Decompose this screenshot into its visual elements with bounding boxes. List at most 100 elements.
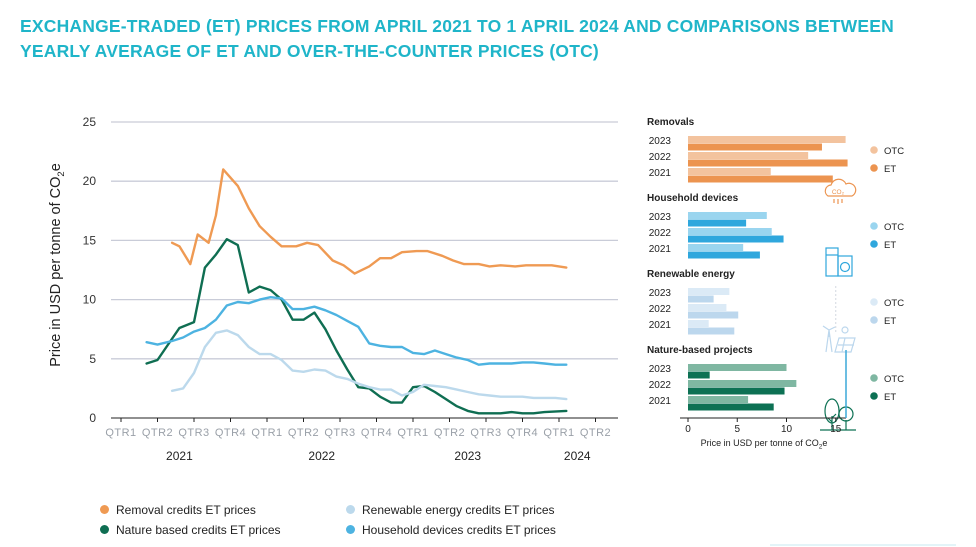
bar-legend-swatch [870, 222, 878, 230]
bar-legend-otc: OTC [884, 374, 904, 385]
et-bar [688, 175, 833, 183]
otc-bar [688, 320, 709, 327]
bar-year-label: 2022 [649, 380, 672, 391]
series-line-0 [170, 168, 568, 275]
trees-icon [820, 398, 856, 431]
otc-bar [688, 380, 797, 387]
bar-year-label: 2021 [649, 168, 672, 179]
bar-legend-swatch [870, 164, 878, 172]
bar-year-label: 2023 [649, 136, 672, 147]
x-quarter-label: QTR3 [324, 427, 355, 439]
bar-legend-swatch [870, 240, 878, 248]
bar-year-label: 2022 [649, 304, 672, 315]
x-year-label: 2023 [454, 449, 481, 463]
et-bar [688, 387, 785, 395]
x-quarter-label: QTR2 [288, 427, 319, 439]
x-year-label: 2021 [166, 449, 193, 463]
co2-cloud-icon: CO₂ [824, 178, 857, 204]
bar-year-label: 2022 [649, 228, 672, 239]
chart-title: EXCHANGE-TRADED (ET) PRICES FROM APRIL 2… [20, 16, 894, 61]
otc-bar [688, 152, 809, 159]
et-bar [688, 251, 760, 259]
otc-bar [688, 364, 787, 371]
x-quarter-label: QTR2 [580, 427, 611, 439]
otc-bar [688, 288, 730, 295]
et-bar [688, 159, 848, 167]
x-quarter-label: QTR1 [543, 427, 574, 439]
x-quarter-label: QTR1 [251, 427, 282, 439]
washing-machine-icon [825, 247, 853, 277]
otc-bar [688, 136, 846, 143]
y-tick-label: 5 [89, 352, 96, 366]
bar-legend-et: ET [884, 240, 896, 251]
x-quarter-label: QTR3 [470, 427, 501, 439]
y-tick-label: 20 [83, 174, 97, 188]
x-quarter-label: QTR1 [397, 427, 428, 439]
decorative-divider [770, 544, 956, 546]
x-quarter-label: QTR2 [142, 427, 173, 439]
x-year-label: 2022 [308, 449, 335, 463]
y-tick-label: 15 [83, 233, 97, 247]
x-year-label: 2024 [564, 449, 591, 463]
bar-legend-et: ET [884, 164, 896, 175]
bar-year-label: 2021 [649, 320, 672, 331]
et-bar [688, 403, 774, 411]
bar-x-tick-label: 5 [734, 424, 740, 435]
x-quarter-label: QTR4 [507, 427, 538, 439]
otc-bar [688, 228, 772, 235]
series-line-2 [170, 329, 568, 401]
x-quarter-label: QTR4 [361, 427, 392, 439]
bar-year-label: 2023 [649, 212, 672, 223]
otc-bar [688, 396, 749, 403]
x-quarter-label: QTR4 [215, 427, 246, 439]
otc-bar [688, 244, 744, 251]
et-bar [688, 371, 710, 379]
bar-legend-otc: OTC [884, 146, 904, 157]
et-bar [688, 295, 714, 303]
bar-x-tick-label: 0 [685, 424, 691, 435]
y-axis-label: Price in USD per tonne of CO2e [48, 163, 67, 367]
svg-text:CO₂: CO₂ [832, 189, 845, 196]
bar-group-title: Renewable energy [647, 269, 735, 280]
bar-group-title: Nature-based projects [647, 345, 753, 356]
bar-x-axis-label: Price in USD per tonne of CO2e [701, 438, 828, 451]
bar-group-title: Removals [647, 117, 695, 128]
bar-legend-swatch [870, 298, 878, 306]
bar-x-tick-label: 15 [830, 424, 842, 435]
et-bar [688, 219, 747, 227]
bar-legend-swatch [870, 392, 878, 400]
bar-year-label: 2023 [649, 364, 672, 375]
legend-item-renewable: Renewable energy credits ET prices [346, 503, 555, 517]
bar-year-label: 2021 [649, 396, 672, 407]
et-bar [688, 235, 784, 243]
otc-bar [688, 168, 771, 175]
legend-item-nature: Nature based credits ET prices [100, 523, 281, 537]
y-tick-label: 10 [83, 293, 97, 307]
bar-group-title: Household devices [647, 193, 739, 204]
otc-bar [688, 212, 767, 219]
y-tick-label: 0 [89, 411, 96, 425]
bar-x-tick-label: 10 [781, 424, 793, 435]
bar-year-label: 2022 [649, 152, 672, 163]
bar-legend-otc: OTC [884, 222, 904, 233]
series-line-3 [145, 296, 568, 366]
wind-solar-icon [822, 325, 856, 353]
bar-year-label: 2021 [649, 244, 672, 255]
y-tick-label: 25 [83, 115, 97, 129]
legend-swatch [100, 505, 109, 515]
bar-legend-otc: OTC [884, 298, 904, 309]
legend-swatch [100, 525, 109, 535]
bar-legend-et: ET [884, 392, 896, 403]
x-quarter-label: QTR1 [105, 427, 136, 439]
bar-legend-swatch [870, 146, 878, 154]
bar-legend-swatch [870, 374, 878, 382]
legend-item-household: Household devices credits ET prices [346, 523, 556, 537]
x-quarter-label: QTR3 [178, 427, 209, 439]
legend-swatch [346, 525, 355, 535]
et-bar [688, 143, 822, 151]
bar-legend-swatch [870, 316, 878, 324]
bar-legend-et: ET [884, 316, 896, 327]
series-line-1 [145, 237, 568, 415]
bar-year-label: 2023 [649, 288, 672, 299]
